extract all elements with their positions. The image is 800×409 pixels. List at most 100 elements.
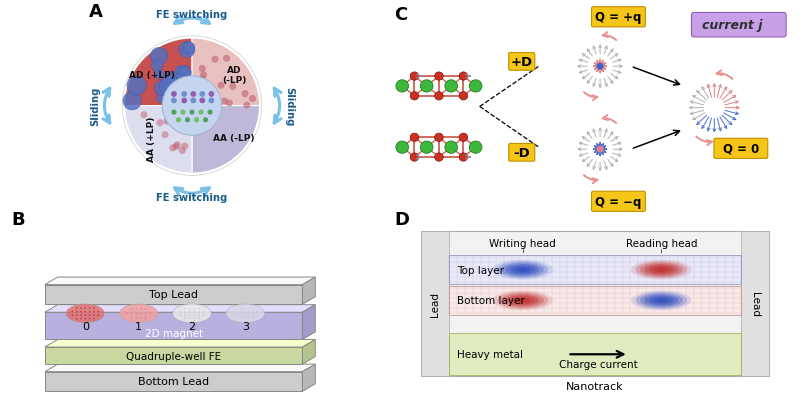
Polygon shape	[45, 285, 302, 305]
Wedge shape	[192, 37, 262, 106]
Circle shape	[198, 317, 200, 319]
Circle shape	[190, 110, 194, 115]
Circle shape	[163, 84, 174, 95]
Text: Q = 0: Q = 0	[722, 142, 759, 155]
Circle shape	[184, 315, 186, 316]
Ellipse shape	[497, 261, 548, 279]
Circle shape	[257, 315, 258, 316]
Circle shape	[131, 308, 132, 310]
Text: Reading head: Reading head	[626, 238, 697, 248]
Circle shape	[135, 313, 137, 315]
Circle shape	[167, 78, 182, 93]
Circle shape	[150, 313, 151, 315]
Circle shape	[171, 110, 177, 115]
Ellipse shape	[506, 264, 539, 276]
Circle shape	[145, 313, 146, 315]
Circle shape	[245, 318, 246, 319]
Text: 3: 3	[242, 321, 249, 332]
Circle shape	[150, 48, 168, 66]
Circle shape	[249, 318, 250, 319]
Circle shape	[207, 110, 213, 115]
Text: B: B	[12, 210, 26, 228]
Circle shape	[85, 311, 86, 312]
Ellipse shape	[119, 304, 158, 323]
Circle shape	[76, 315, 78, 316]
Circle shape	[184, 317, 186, 319]
Ellipse shape	[492, 291, 553, 310]
Text: Sliding: Sliding	[90, 87, 100, 126]
Circle shape	[445, 81, 458, 93]
Polygon shape	[45, 312, 302, 339]
Circle shape	[434, 134, 443, 142]
Circle shape	[237, 318, 238, 319]
Circle shape	[410, 134, 418, 142]
Polygon shape	[45, 305, 315, 312]
FancyBboxPatch shape	[509, 54, 535, 71]
Ellipse shape	[519, 299, 526, 302]
Ellipse shape	[640, 294, 682, 308]
Text: Heavy metal: Heavy metal	[458, 349, 523, 360]
Text: Bottom layer: Bottom layer	[458, 296, 525, 306]
Circle shape	[140, 317, 142, 319]
Circle shape	[93, 311, 94, 312]
Circle shape	[245, 315, 246, 316]
Circle shape	[178, 148, 186, 155]
Ellipse shape	[631, 260, 691, 280]
Circle shape	[135, 308, 137, 310]
Circle shape	[140, 308, 142, 310]
Circle shape	[410, 73, 418, 81]
Ellipse shape	[510, 297, 535, 305]
Circle shape	[171, 74, 188, 92]
Polygon shape	[302, 339, 315, 364]
Circle shape	[176, 118, 181, 123]
Text: Top Lead: Top Lead	[149, 290, 198, 300]
Circle shape	[459, 153, 468, 162]
Circle shape	[157, 93, 168, 104]
Text: FE switching: FE switching	[156, 193, 228, 203]
Circle shape	[194, 312, 195, 313]
Circle shape	[209, 92, 214, 98]
FancyBboxPatch shape	[449, 256, 741, 284]
Text: Top layer: Top layer	[458, 265, 504, 275]
Circle shape	[241, 315, 242, 316]
Circle shape	[396, 81, 409, 93]
Circle shape	[140, 313, 142, 315]
Circle shape	[434, 92, 443, 101]
Ellipse shape	[654, 267, 670, 272]
Ellipse shape	[492, 260, 553, 280]
Circle shape	[194, 317, 195, 319]
Circle shape	[93, 318, 94, 320]
Text: A: A	[89, 3, 102, 21]
Circle shape	[230, 83, 236, 91]
Circle shape	[131, 317, 132, 319]
Circle shape	[237, 308, 238, 310]
Circle shape	[459, 73, 468, 81]
Circle shape	[93, 315, 94, 316]
Polygon shape	[45, 372, 302, 391]
Circle shape	[198, 110, 204, 115]
Circle shape	[135, 317, 137, 319]
Circle shape	[182, 98, 187, 104]
Circle shape	[597, 146, 604, 153]
Circle shape	[126, 313, 127, 315]
Polygon shape	[302, 277, 315, 305]
Circle shape	[93, 308, 94, 309]
Circle shape	[170, 145, 177, 152]
Circle shape	[98, 311, 99, 312]
Ellipse shape	[519, 269, 526, 271]
FancyBboxPatch shape	[509, 144, 535, 162]
Text: C: C	[394, 6, 407, 24]
Ellipse shape	[645, 264, 678, 276]
Ellipse shape	[173, 304, 211, 323]
FancyBboxPatch shape	[714, 139, 768, 159]
Polygon shape	[302, 305, 315, 339]
Ellipse shape	[506, 295, 539, 306]
Circle shape	[189, 315, 190, 316]
Circle shape	[241, 308, 242, 310]
Circle shape	[76, 318, 78, 320]
Circle shape	[434, 73, 443, 81]
Circle shape	[80, 308, 82, 309]
Ellipse shape	[502, 263, 544, 277]
Circle shape	[89, 318, 90, 320]
Text: 0: 0	[82, 321, 89, 332]
